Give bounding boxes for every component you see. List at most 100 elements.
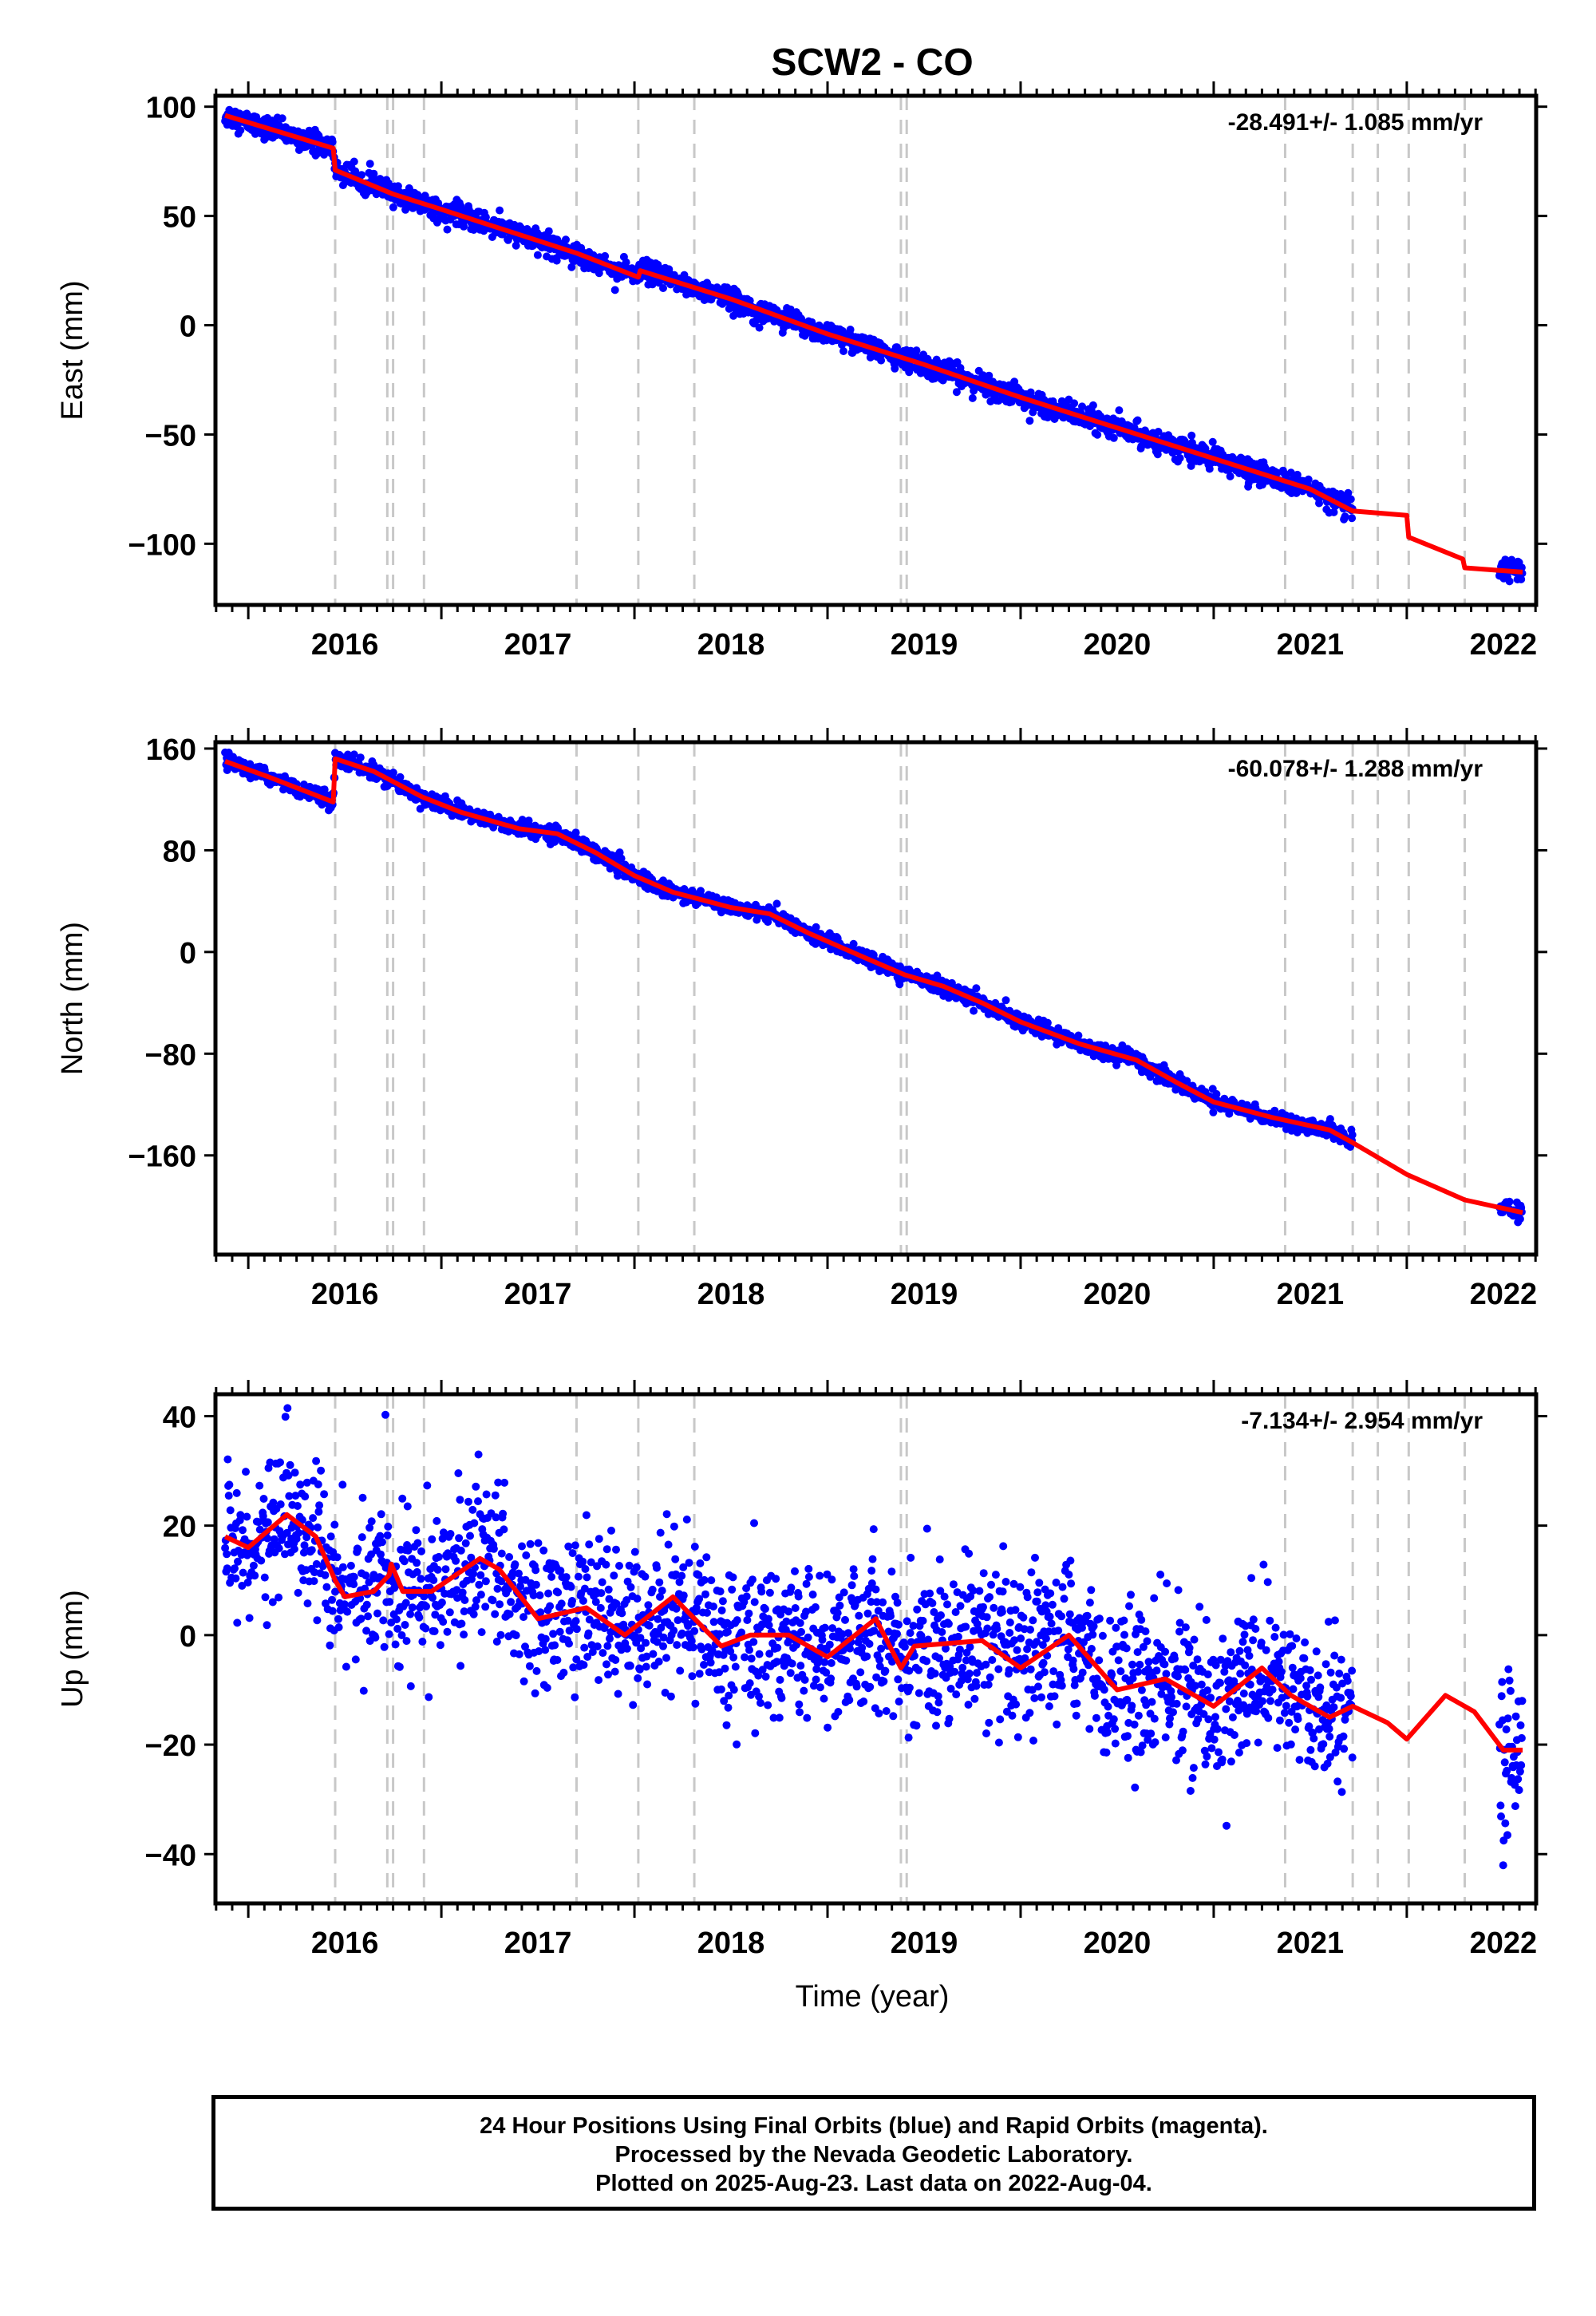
data-point — [460, 222, 468, 231]
data-point — [415, 1613, 424, 1622]
data-point — [395, 1662, 404, 1671]
data-point — [439, 1618, 448, 1626]
data-point — [610, 286, 619, 294]
data-point — [334, 1614, 342, 1623]
data-point — [436, 1641, 444, 1650]
data-point — [531, 1566, 540, 1575]
data-point — [972, 984, 981, 993]
data-point — [499, 1509, 508, 1518]
data-point — [1208, 437, 1217, 446]
data-point — [455, 1534, 464, 1543]
data-point — [470, 1519, 479, 1528]
data-point — [233, 1618, 242, 1627]
data-point — [236, 126, 245, 135]
data-point — [231, 1574, 240, 1583]
data-point — [315, 1501, 324, 1510]
data-point — [417, 1575, 425, 1583]
data-point — [307, 1546, 316, 1555]
data-points — [221, 748, 1526, 1227]
data-point — [551, 1641, 559, 1650]
data-point — [326, 1641, 334, 1650]
y-tick-label: −100 — [128, 528, 196, 562]
y-tick-label: 100 — [146, 92, 196, 125]
data-points — [221, 1404, 1527, 1870]
y-tick-label: −80 — [145, 1038, 196, 1072]
data-point — [346, 1561, 355, 1570]
data-point — [313, 1616, 322, 1625]
data-point — [512, 241, 520, 250]
data-point — [314, 1523, 322, 1531]
data-point — [460, 1630, 468, 1639]
data-point — [334, 1623, 343, 1631]
data-point — [489, 1544, 498, 1553]
data-point — [401, 1621, 409, 1629]
x-tick-label: 2019 — [891, 628, 958, 662]
data-point — [1341, 512, 1349, 521]
data-point — [515, 1650, 523, 1658]
data-point — [417, 1547, 425, 1555]
plot-frame — [213, 740, 1539, 1257]
data-point — [239, 1568, 247, 1577]
data-point — [358, 1533, 366, 1542]
data-point — [403, 1502, 412, 1511]
data-point — [531, 1580, 540, 1589]
data-point — [260, 1573, 269, 1582]
data-point — [429, 1576, 438, 1584]
y-tick-label: 0 — [180, 310, 196, 344]
data-point — [985, 371, 994, 380]
data-point — [1001, 996, 1010, 1005]
data-point — [458, 1588, 467, 1597]
data-point — [380, 1642, 389, 1651]
data-point — [275, 121, 283, 129]
data-point — [245, 1614, 254, 1622]
data-point — [263, 1518, 272, 1527]
data-point — [534, 1539, 543, 1547]
data-point — [365, 160, 374, 168]
data-point — [491, 1610, 500, 1618]
x-tick-label: 2020 — [1084, 1278, 1152, 1311]
data-point — [423, 1481, 432, 1490]
data-point — [445, 1608, 454, 1617]
data-point — [326, 1532, 335, 1541]
data-point — [338, 1563, 347, 1571]
data-point — [476, 1571, 485, 1579]
data-point — [468, 1505, 477, 1514]
data-point — [1515, 1215, 1524, 1223]
data-point — [1025, 417, 1034, 425]
data-point — [401, 1599, 410, 1607]
data-point — [553, 1656, 562, 1664]
data-point — [303, 1599, 312, 1608]
data-point — [283, 1404, 292, 1413]
data-point — [1093, 430, 1102, 439]
x-tick-label: 2021 — [1277, 1278, 1345, 1311]
data-point — [1346, 495, 1355, 504]
x-tick-label: 2017 — [504, 1278, 572, 1311]
data-point — [259, 1495, 268, 1503]
data-point — [328, 1607, 337, 1615]
data-point — [460, 1596, 469, 1604]
data-point — [839, 347, 847, 355]
data-point — [454, 1469, 463, 1477]
data-point — [622, 258, 630, 267]
data-point — [464, 1497, 472, 1506]
data-point — [541, 1646, 550, 1654]
data-point — [309, 1514, 318, 1523]
data-point — [354, 1545, 362, 1554]
data-point — [555, 1627, 564, 1636]
data-point — [350, 1580, 358, 1589]
y-tick-label: 80 — [163, 835, 196, 868]
data-point — [378, 1538, 386, 1547]
data-point — [223, 1550, 231, 1559]
data-point — [383, 1531, 392, 1539]
data-point — [371, 1633, 380, 1642]
data-point — [418, 1638, 427, 1646]
data-point — [1348, 1131, 1357, 1139]
data-point — [377, 1510, 385, 1519]
data-point — [539, 1546, 548, 1555]
data-point — [456, 1546, 465, 1555]
data-point — [328, 137, 337, 146]
data-point — [482, 1490, 491, 1499]
data-point — [342, 1662, 350, 1671]
